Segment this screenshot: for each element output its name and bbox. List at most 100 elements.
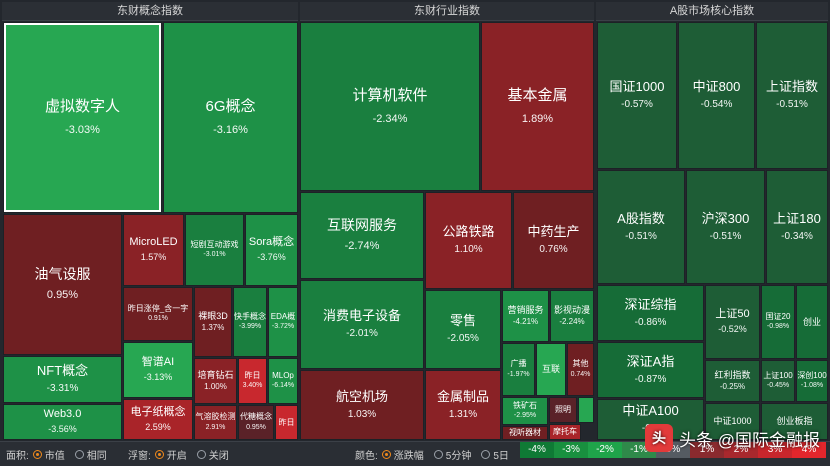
tile-guangbo[interactable]: 广播 -1.97%: [502, 343, 535, 396]
tile-jiben[interactable]: 基本金属 1.89%: [481, 22, 594, 191]
float-option-off[interactable]: 关闭: [196, 447, 229, 462]
float-option-on[interactable]: 开启: [154, 447, 187, 462]
tile-peiyu[interactable]: 培育钻石 1.00%: [194, 358, 237, 404]
tile-cybbz[interactable]: 创业板指: [761, 403, 828, 440]
tile-zuori1[interactable]: 昨日 3.40%: [238, 358, 267, 404]
tile-green-small[interactable]: [578, 397, 594, 423]
watermark: 头 头条 @国际金融报: [645, 424, 820, 452]
tile-pct: -1.97%: [507, 370, 530, 378]
area-option-marketcap[interactable]: 市值: [32, 447, 65, 462]
color-option-change[interactable]: 涨跌幅: [381, 447, 424, 462]
tile-pct: -0.51%: [625, 230, 657, 242]
tile-sz100[interactable]: 上证100 -0.45%: [761, 360, 795, 402]
tile-zuori-zhangting[interactable]: 昨日涨停_含一字 0.91%: [123, 287, 193, 341]
tile-name: Web3.0: [43, 408, 82, 421]
tile-6g[interactable]: 6G概念 -3.16%: [163, 22, 298, 213]
tile-name: 中证800: [692, 79, 741, 95]
tile-name: 上证100: [763, 370, 793, 380]
tile-hangkong[interactable]: 航空机场 1.03%: [300, 370, 424, 440]
tile-name: 昨日: [244, 370, 261, 380]
tile-zhongyao[interactable]: 中药生产 0.76%: [513, 192, 594, 289]
tile-motuo[interactable]: 摩托车: [549, 424, 581, 440]
tile-youqi[interactable]: 油气设服 0.95%: [3, 214, 122, 355]
radio-selected-icon[interactable]: [32, 450, 42, 459]
tile-pct: 1.37%: [201, 323, 225, 333]
tile-yingxiao[interactable]: 营销服务 -4.21%: [502, 290, 549, 342]
color-option-5day[interactable]: 5日: [481, 447, 509, 462]
tile-gonglu[interactable]: 公路铁路 1.10%: [425, 192, 512, 289]
tile-shiting[interactable]: 视听器材: [502, 426, 548, 440]
tile-mlop[interactable]: MLOp -6.14%: [268, 358, 298, 404]
tile-microled[interactable]: MicroLED 1.57%: [123, 214, 184, 286]
color-option-5min[interactable]: 5分钟: [433, 447, 472, 462]
radio-icon[interactable]: [196, 450, 206, 459]
radio-icon[interactable]: [433, 450, 443, 459]
float-option-group: 浮窗: 开启 关闭: [128, 447, 235, 462]
tile-zuori2[interactable]: 昨日: [275, 405, 298, 440]
option-label: 关闭: [208, 451, 229, 462]
tile-name: 裸眼3D: [198, 310, 228, 321]
tile-szA[interactable]: 深证A指 -0.87%: [597, 342, 704, 398]
tile-yingshi[interactable]: 影视动漫 -2.24%: [550, 290, 594, 342]
industry-index-header: 东财行业指数: [300, 2, 594, 21]
tile-qita[interactable]: 其他 0.74%: [567, 343, 594, 396]
tile-zz1000[interactable]: 国证1000 -0.57%: [597, 22, 677, 169]
tile-zhaoming[interactable]: 照明: [549, 397, 577, 423]
area-option-equal[interactable]: 相同: [74, 447, 107, 462]
radio-icon[interactable]: [74, 450, 84, 459]
tile-hulianwang[interactable]: 互联网服务 -2.74%: [300, 192, 424, 279]
tile-web3[interactable]: Web3.0 -3.56%: [3, 404, 122, 440]
tile-pct: -2.34%: [372, 112, 408, 125]
option-label: 5分钟: [445, 451, 472, 462]
area-label: 面积:: [6, 451, 29, 462]
tile-tiekuang[interactable]: 铁矿石 -2.95%: [502, 397, 548, 425]
tile-szzs[interactable]: 上证指数 -0.51%: [756, 22, 828, 169]
tile-sz180[interactable]: 上证180 -0.34%: [766, 170, 828, 284]
tile-szzz[interactable]: 深证综指 -0.86%: [597, 285, 704, 341]
tile-name: 消费电子设备: [322, 308, 401, 324]
tile-cyb[interactable]: 创业: [796, 285, 828, 359]
option-label: 涨跌幅: [393, 451, 424, 462]
tile-zz800[interactable]: 中证800 -0.54%: [678, 22, 755, 169]
tile-pct: 1.89%: [521, 112, 554, 125]
tile-sc100[interactable]: 深创100 -1.08%: [796, 360, 828, 402]
tile-xiaofei[interactable]: 消费电子设备 -2.01%: [300, 280, 424, 369]
tile-hulian[interactable]: 互联: [536, 343, 566, 396]
tile-jinshu[interactable]: 金属制品 1.31%: [425, 370, 501, 440]
tile-name: 影视动漫: [553, 304, 590, 315]
radio-selected-icon[interactable]: [154, 450, 164, 459]
tile-hongli[interactable]: 红利指数 -0.25%: [705, 360, 760, 402]
tile-name: 公路铁路: [442, 224, 495, 240]
tile-sora[interactable]: Sora概念 -3.76%: [245, 214, 298, 286]
tile-name: 上证指数: [765, 79, 818, 95]
tile-zhipu[interactable]: 智谱AI -3.13%: [123, 342, 193, 398]
tile-pct: -3.72%: [271, 323, 295, 331]
option-label: 相同: [86, 451, 107, 462]
tile-eda[interactable]: EDA概 -3.72%: [268, 287, 298, 357]
tile-name: 培育钻石: [197, 369, 234, 380]
tile-nft[interactable]: NFT概念 -3.31%: [3, 356, 122, 403]
tile-hs300[interactable]: 沪深300 -0.51%: [686, 170, 765, 284]
tile-dianzizhi[interactable]: 电子纸概念 2.59%: [123, 399, 193, 440]
color-legend: -4% -3% -2% -1% 0% 1% 2% 3% 4%: [520, 442, 826, 458]
tile-qirong[interactable]: 气溶胶检测 2.91%: [194, 405, 237, 440]
tile-lingshou[interactable]: 零售 -2.05%: [425, 290, 501, 369]
tile-sz50[interactable]: 上证50 -0.52%: [705, 285, 760, 359]
option-label: 5日: [493, 451, 509, 462]
tile-pct: 0.95%: [246, 423, 266, 431]
tile-ag[interactable]: A股指数 -0.51%: [597, 170, 685, 284]
tile-pct: 1.10%: [454, 244, 483, 256]
tile-xunishuzi[interactable]: 虚拟数字人 -3.03%: [3, 22, 162, 213]
tile-luoyan3d[interactable]: 裸眼3D 1.37%: [194, 287, 232, 357]
radio-selected-icon[interactable]: [381, 450, 391, 459]
tile-zz1000b[interactable]: 中证1000: [705, 403, 760, 440]
tile-kuaishou[interactable]: 快手概念 -3.99%: [233, 287, 267, 357]
tile-duanju[interactable]: 短剧互动游戏 -3.01%: [185, 214, 244, 286]
tile-name: 国证20: [765, 311, 791, 321]
tile-name: 其他: [572, 359, 589, 369]
tile-daijiangpin[interactable]: 代糖概念 0.95%: [238, 405, 274, 440]
tile-gz20[interactable]: 国证20 -0.98%: [761, 285, 795, 359]
tile-jisuanji[interactable]: 计算机软件 -2.34%: [300, 22, 480, 191]
tile-name: 虚拟数字人: [44, 97, 120, 115]
radio-icon[interactable]: [481, 450, 491, 459]
